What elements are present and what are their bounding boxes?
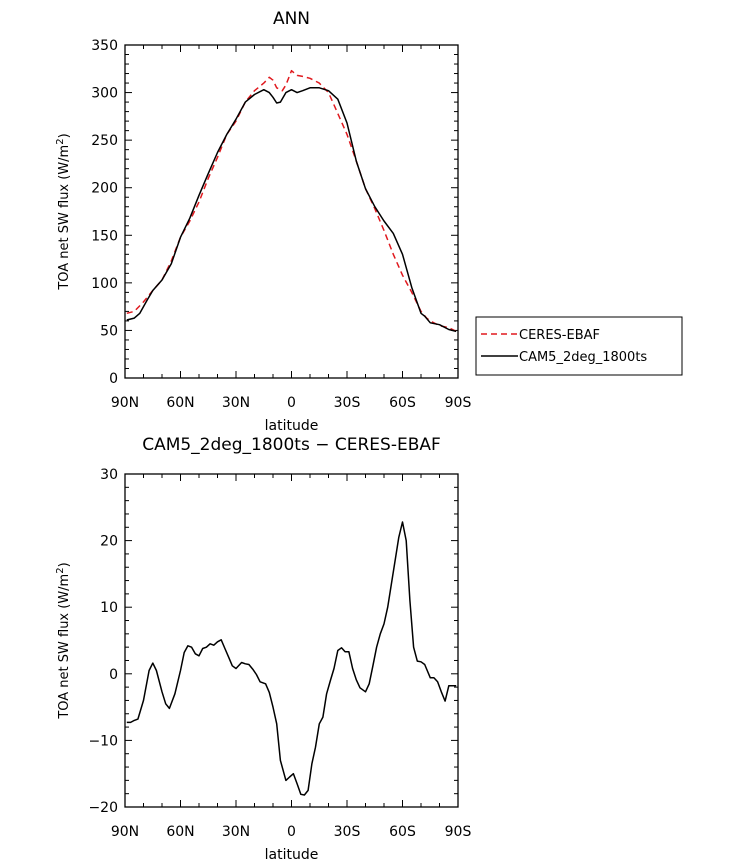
chart-panel-1: ANN 90N 60N 30N 0 30S 60S 90S latitude 0 50 100 150 2…	[55, 9, 683, 434]
y-axis-label: TOA net SW flux (W/m2)	[55, 133, 72, 290]
y-tick-label: 350	[91, 38, 118, 54]
y-tick-label: 200	[91, 181, 118, 197]
series-line-diff-0	[126, 521, 457, 796]
x-tick-label: 30S	[334, 824, 361, 840]
y-axis-label: TOA net SW flux (W/m2)	[55, 562, 72, 719]
x-axis-label: latitude	[265, 418, 319, 434]
series-line-ceres-ebaf	[126, 69, 457, 333]
y-tick-label: 20	[100, 534, 118, 550]
y-tick-label: 50	[100, 323, 118, 339]
y-tick-label: −20	[88, 800, 118, 816]
y-tick-label: 150	[91, 228, 118, 244]
y-tick-label: 0	[109, 371, 118, 387]
legend-entry-label: CAM5_2deg_1800ts	[519, 350, 647, 365]
x-tick-label: 30N	[222, 824, 250, 840]
y-tick-label: 250	[91, 133, 118, 149]
x-axis-label: latitude	[265, 847, 319, 863]
y-tick-label: 300	[91, 86, 118, 102]
x-tick-label: 60S	[389, 395, 416, 411]
chart-title: ANN	[273, 9, 310, 29]
y-tick-label: 30	[100, 467, 118, 483]
y-tick-label: 100	[91, 276, 118, 292]
x-tick-label: 90S	[445, 824, 472, 840]
plot-frame	[124, 44, 459, 379]
legend: CERES-EBAF CAM5_2deg_1800ts	[475, 316, 683, 376]
x-tick-label: 90S	[445, 395, 472, 411]
x-tick-label: 60N	[166, 824, 194, 840]
y-tick-label: 10	[100, 600, 118, 616]
x-tick-label: 0	[287, 824, 296, 840]
y-tick-label: −10	[88, 733, 118, 749]
legend-box	[475, 316, 683, 376]
x-tick-label: 90N	[111, 395, 139, 411]
x-tick-label: 30S	[334, 395, 361, 411]
y-tick-label: 0	[109, 667, 118, 683]
chart-panel-2: CAM5_2deg_1800ts − CERES-EBAF 90N 60N 30N 0 3…	[55, 435, 471, 863]
x-tick-label: 0	[287, 395, 296, 411]
x-tick-label: 60N	[166, 395, 194, 411]
chart-title: CAM5_2deg_1800ts − CERES-EBAF	[142, 435, 441, 455]
series-line-cam5-2deg-1800ts	[126, 87, 457, 333]
plot-frame	[124, 473, 459, 808]
legend-entry-label: CERES-EBAF	[519, 328, 600, 343]
x-tick-label: 30N	[222, 395, 250, 411]
x-tick-label: 90N	[111, 824, 139, 840]
x-tick-label: 60S	[389, 824, 416, 840]
